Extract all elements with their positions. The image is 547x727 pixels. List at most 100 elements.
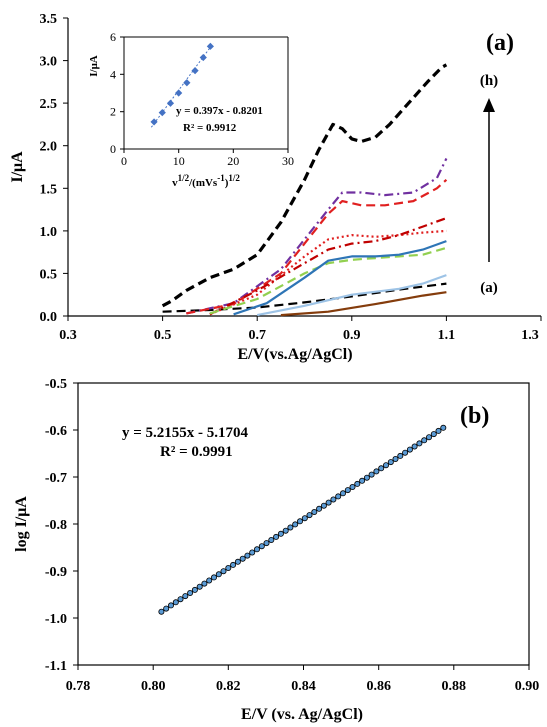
- panel-b-xtick-label: 0.86: [366, 679, 391, 694]
- panel-b-point: [196, 583, 203, 590]
- panel-a-ytick-label: 1.5: [40, 182, 58, 197]
- panel-a-ytick-label: 1.0: [40, 225, 58, 240]
- panel-b-point: [268, 537, 275, 544]
- panel-b-y-ticks: -0.5 -0.6 -0.7 -0.8 -0.9 -1.0 -1.1: [45, 377, 78, 674]
- panel-b-ytick-label: -0.8: [45, 518, 67, 533]
- panel-a-label: (a): [486, 30, 514, 56]
- panel-b-point: [402, 449, 409, 456]
- panel-b-equation: y = 5.2155x - 5.1704: [122, 425, 249, 441]
- panel-b-point: [421, 437, 428, 444]
- inset-ytick-label: 4: [110, 67, 116, 81]
- panel-a-ytick-label: 0.5: [40, 267, 58, 282]
- panel-b-point: [339, 490, 346, 497]
- panel-b-ytick-label: -0.6: [45, 424, 67, 439]
- panel-b-point: [177, 596, 184, 603]
- panel-b-point: [325, 499, 332, 506]
- inset-markers: [150, 42, 214, 126]
- panel-b-point: [244, 552, 251, 559]
- panel-b-r2: R² = 0.9991: [160, 444, 233, 460]
- panel-a-xtick-label: 1.3: [521, 328, 539, 343]
- panel-b-point: [234, 558, 241, 565]
- panel-a-ytick-label: 3.0: [40, 55, 58, 70]
- panel-a-ytick-label: 2.5: [40, 97, 58, 112]
- cv-curve-8: [233, 240, 447, 316]
- cv-curve-7: [209, 246, 447, 315]
- panel-b-point: [387, 459, 394, 466]
- panel-b-point: [225, 565, 232, 572]
- panel-b-point: [172, 599, 179, 606]
- panel-b-point: [373, 468, 380, 475]
- panel-b-point: [191, 586, 198, 593]
- panel-b: -0.5 -0.6 -0.7 -0.8 -0.9 -1.0 -1.1 0.78 …: [13, 377, 539, 723]
- inset-r2: R² = 0.9912: [183, 122, 237, 134]
- panel-a-y-axis-title: I/μA: [9, 151, 26, 183]
- panel-b-xtick-label: 0.84: [291, 679, 316, 694]
- cv-curve-4: [186, 178, 448, 315]
- panel-b-xtick-label: 0.90: [515, 679, 540, 694]
- panel-b-xtick-label: 0.78: [66, 679, 91, 694]
- panel-b-point: [316, 505, 323, 512]
- panel-b-point: [344, 487, 351, 494]
- panel-b-point: [425, 434, 432, 441]
- panel-b-point: [158, 608, 165, 615]
- inset-point: [199, 53, 207, 62]
- panel-a-xtick-label: 0.7: [248, 328, 266, 343]
- panel-b-point: [201, 580, 208, 587]
- panel-b-point: [273, 533, 280, 540]
- panel-a-x-axis-title: E/V(vs.Ag/AgCl): [237, 346, 352, 363]
- panel-b-point: [411, 443, 418, 450]
- cv-curves: [161, 63, 448, 317]
- panel-b-point: [292, 521, 299, 528]
- panel-b-point: [392, 455, 399, 462]
- panel-a-xtick-label: 0.3: [59, 328, 77, 343]
- panel-b-point: [206, 577, 213, 584]
- inset-point: [166, 99, 175, 107]
- panel-b-ytick-label: -1.1: [45, 659, 67, 674]
- panel-b-point: [210, 574, 217, 581]
- panel-b-point: [163, 605, 170, 612]
- panel-b-label: (b): [460, 403, 489, 429]
- panel-b-point: [263, 540, 270, 547]
- inset-xtick-label: 20: [227, 154, 239, 168]
- panel-b-ytick-label: -0.9: [45, 565, 67, 580]
- inset-point: [158, 109, 166, 117]
- panel-b-point: [430, 431, 437, 438]
- panel-a: 0.0 0.5 1.0 1.5 2.0 2.5 3.0 3.5 0.3 0.5 …: [9, 12, 542, 363]
- panel-b-ytick-label: -0.7: [45, 471, 67, 486]
- panel-b-point: [440, 424, 447, 431]
- panel-b-xtick-label: 0.82: [216, 679, 241, 694]
- cv-curve-1: [161, 63, 448, 308]
- panel-b-point: [378, 465, 385, 472]
- panel-b-point: [282, 527, 289, 534]
- inset-y-axis-title: I/μA: [88, 55, 100, 77]
- panel-a-x-ticks: 0.3 0.5 0.7 0.9 1.1 1.3: [59, 316, 542, 343]
- panel-b-point: [406, 446, 413, 453]
- panel-b-point: [215, 571, 222, 578]
- panel-b-point: [382, 462, 389, 469]
- panel-b-markers: [158, 424, 447, 615]
- panel-b-point: [296, 518, 303, 525]
- panel-b-point: [277, 530, 284, 537]
- inset-ytick-label: 2: [110, 105, 116, 119]
- inset-xtick-label: 0: [121, 154, 127, 168]
- cv-curve-6: [209, 217, 447, 316]
- panel-b-point: [349, 483, 356, 490]
- cv-curve-5: [209, 229, 447, 316]
- inset-xtick-label: 10: [173, 154, 185, 168]
- cv-curve-9: [256, 274, 447, 317]
- panel-b-point: [335, 493, 342, 500]
- arrow-bottom-label: (a): [480, 280, 498, 296]
- panel-a-xtick-label: 0.5: [154, 328, 172, 343]
- panel-b-point: [230, 561, 237, 568]
- panel-b-point: [258, 543, 265, 550]
- panel-b-point: [435, 427, 442, 434]
- panel-b-point: [354, 480, 361, 487]
- panel-b-point: [287, 524, 294, 531]
- panel-b-ytick-label: -0.5: [45, 377, 67, 392]
- inset-equation: y = 0.397x - 0.8201: [176, 105, 263, 117]
- panel-b-point: [416, 440, 423, 447]
- trend-arrow: [483, 98, 495, 262]
- inset-x-axis-title: v1/2/(mVs-1)1/2: [172, 173, 240, 189]
- panel-b-x-ticks: 0.78 0.80 0.82 0.84 0.86 0.88 0.90: [66, 665, 540, 694]
- cv-curve-3: [186, 158, 448, 315]
